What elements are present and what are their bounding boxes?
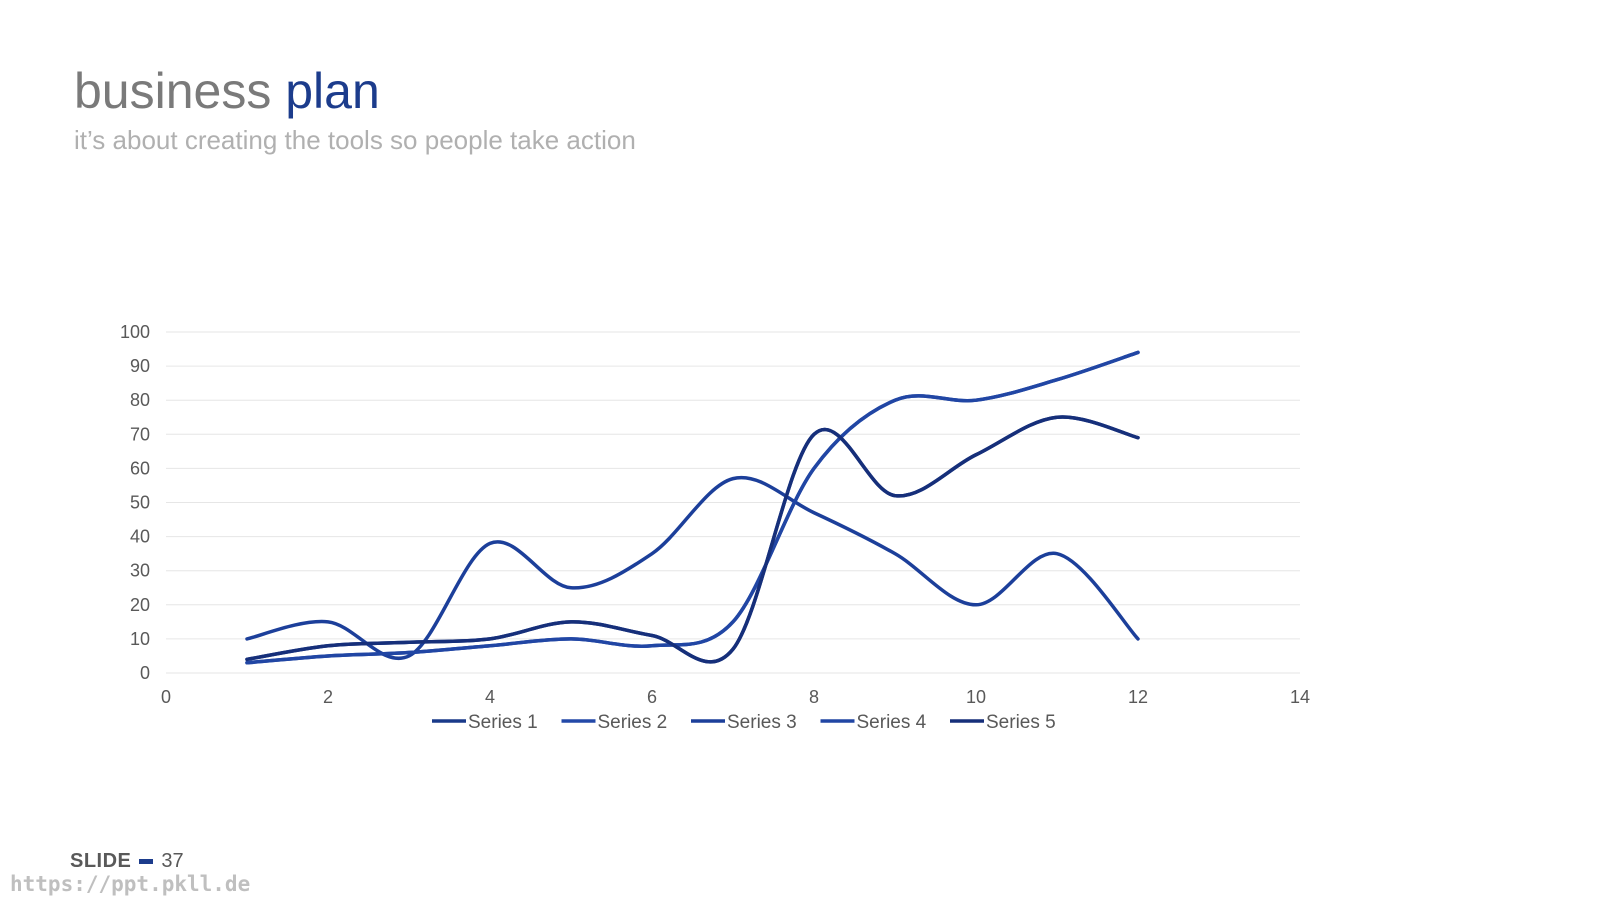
legend-entry: Series 3 (727, 712, 797, 733)
y-tick-label: 40 (130, 527, 150, 547)
x-tick-label: 0 (161, 687, 171, 707)
slide-label: SLIDE (70, 850, 131, 873)
x-tick-label: 8 (809, 687, 819, 707)
slide-footer: SLIDE 37 (70, 850, 184, 873)
x-tick-label: 6 (647, 687, 657, 707)
series-line-4 (247, 352, 1138, 662)
y-tick-label: 50 (130, 493, 150, 513)
y-tick-label: 90 (130, 356, 150, 376)
series-line-2 (247, 352, 1138, 662)
y-tick-label: 20 (130, 595, 150, 615)
legend-entry: Series 5 (986, 712, 1056, 733)
y-tick-label: 0 (140, 663, 150, 683)
x-tick-label: 12 (1128, 687, 1148, 707)
footer-dash-icon (139, 859, 153, 864)
x-tick-label: 10 (966, 687, 986, 707)
series-line-5 (247, 417, 1138, 662)
series-line-3 (247, 478, 1138, 659)
x-tick-label: 4 (485, 687, 495, 707)
legend-entry: Series 1 (468, 712, 538, 733)
y-tick-label: 30 (130, 561, 150, 581)
x-tick-label: 2 (323, 687, 333, 707)
y-tick-label: 10 (130, 629, 150, 649)
slide-number: 37 (161, 850, 183, 873)
y-tick-label: 80 (130, 390, 150, 410)
series-line-1 (247, 417, 1138, 662)
y-tick-label: 60 (130, 458, 150, 478)
legend-entry: Series 4 (857, 712, 927, 733)
watermark: https://ppt.pkll.de (10, 872, 250, 896)
legend-entry: Series 2 (598, 712, 668, 733)
x-tick-label: 14 (1290, 687, 1310, 707)
y-tick-label: 70 (130, 424, 150, 444)
y-tick-label: 100 (120, 322, 150, 342)
